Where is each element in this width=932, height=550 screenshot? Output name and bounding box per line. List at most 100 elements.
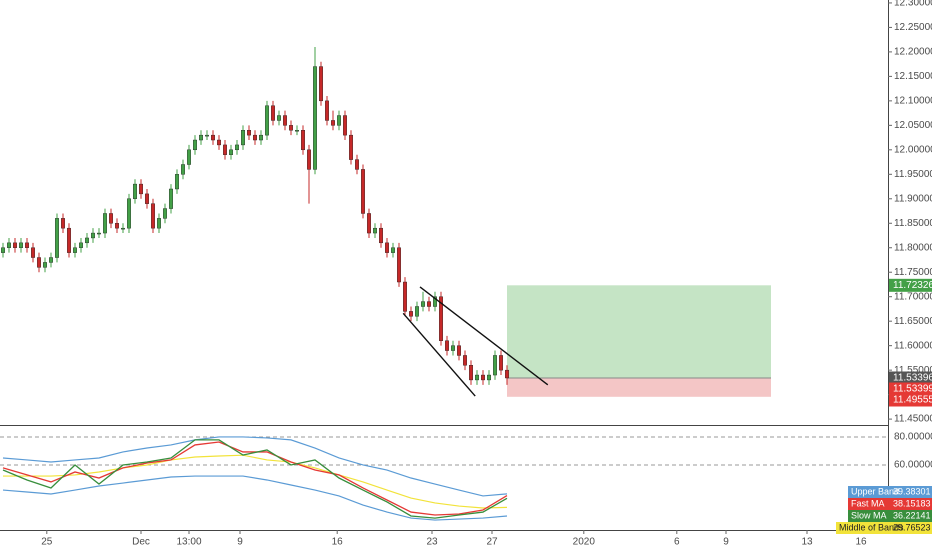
legend-name: Slow MA <box>851 510 887 520</box>
y-tick-label: 11.85000 <box>894 218 932 229</box>
candle-body <box>84 237 89 244</box>
indicator-line <box>2 439 508 519</box>
trendlines <box>402 286 549 397</box>
y-tick-label: 12.30000 <box>894 0 932 9</box>
candle-body <box>43 262 48 268</box>
candle-body <box>277 115 282 121</box>
candle-body <box>1 247 5 253</box>
candle-body <box>108 213 113 224</box>
candle-body <box>114 223 119 229</box>
indicator-line <box>2 475 508 521</box>
legend-name: Middle of Bands <box>839 522 904 532</box>
x-tick-label: 23 <box>426 537 438 548</box>
candle-body <box>403 281 408 312</box>
candle-body <box>415 306 420 317</box>
candle-body <box>457 345 462 356</box>
y-tick-label: 12.10000 <box>894 95 932 106</box>
candle-body <box>271 105 276 121</box>
indicator-line <box>2 436 508 497</box>
legend-box <box>848 510 932 522</box>
candle-body <box>367 213 372 234</box>
candle-body <box>31 247 36 258</box>
x-tick-label: 16 <box>332 537 344 548</box>
entry-price-label-box <box>889 371 932 385</box>
y-tick-label: 11.55000 <box>894 365 932 376</box>
candle-body <box>331 120 336 126</box>
y-tick-label: 11.45000 <box>894 414 932 425</box>
legend-box <box>836 522 932 534</box>
y-tick-label: 12.00000 <box>894 144 932 155</box>
candle-body <box>126 198 131 229</box>
candle-body <box>385 242 390 253</box>
candle-body <box>192 139 197 151</box>
candles <box>1 47 510 385</box>
candle-body <box>481 374 486 381</box>
candle-body <box>259 134 264 141</box>
legend-value: 29.76523 <box>893 522 931 532</box>
candle-body <box>265 105 270 136</box>
candle-body <box>37 257 42 268</box>
candle-body <box>228 149 233 155</box>
candle-body <box>355 159 360 170</box>
candle-body <box>61 218 66 229</box>
candle-body <box>361 169 366 214</box>
candle-body <box>433 296 438 307</box>
candle-body <box>144 193 149 204</box>
position-tool <box>507 285 771 397</box>
y-tick-label: 11.60000 <box>894 340 932 351</box>
x-tick-label: 25 <box>41 537 53 548</box>
candle-body <box>216 139 221 146</box>
candle-body <box>391 247 396 253</box>
candle-body <box>475 374 480 381</box>
candle-body <box>246 130 251 136</box>
candle-body <box>301 130 306 151</box>
candle-body <box>487 374 492 381</box>
candle-body <box>289 125 294 131</box>
candle-body <box>295 130 300 132</box>
candle-body <box>210 134 215 141</box>
candle-body <box>204 134 209 137</box>
x-tick-label: 27 <box>486 537 498 548</box>
x-tick-label: 13 <box>801 537 813 548</box>
candle-body <box>96 232 101 235</box>
profit-zone <box>507 285 771 378</box>
candle-body <box>222 144 227 155</box>
legend-box <box>848 498 932 510</box>
target-price-label: 11.72326 <box>893 280 932 291</box>
candle-body <box>445 340 450 351</box>
entry-price-label: 11.53396 <box>893 373 932 384</box>
target-price-label-box <box>889 278 932 292</box>
x-tick-label: 16 <box>855 537 867 548</box>
candle-body <box>19 242 24 248</box>
candle-body <box>469 365 474 381</box>
trendline <box>419 286 549 386</box>
candle-body <box>307 149 312 170</box>
candle-body <box>409 311 414 317</box>
stop-price-label: 11.49555 <box>893 395 932 406</box>
y-tick-label: 11.95000 <box>894 169 932 180</box>
candle-body <box>337 115 342 126</box>
candle-body <box>283 115 288 126</box>
candle-body <box>102 213 107 234</box>
candle-body <box>25 242 30 248</box>
candle-body <box>138 183 143 195</box>
last-price-label-box <box>889 382 932 396</box>
y-tick-label: 11.80000 <box>894 242 932 253</box>
y-tick-label: 11.70000 <box>894 291 932 302</box>
candle-body <box>240 130 245 146</box>
candle-body <box>55 218 60 258</box>
candle-body <box>186 149 191 165</box>
candle-body <box>499 355 504 371</box>
candle-body <box>6 242 11 248</box>
candle-body <box>373 227 378 234</box>
y-tick-label: 12.25000 <box>894 22 932 33</box>
trendline <box>402 312 476 397</box>
candle-body <box>439 296 444 341</box>
candle-body <box>343 115 348 136</box>
candle-body <box>162 208 167 219</box>
candle-body <box>234 144 239 151</box>
y-tick-label: 12.05000 <box>894 120 932 131</box>
candle-body <box>319 66 324 102</box>
